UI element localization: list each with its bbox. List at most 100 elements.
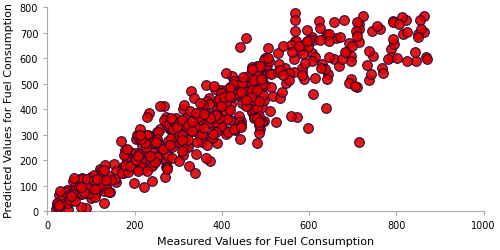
Point	[276, 70, 283, 74]
Point	[292, 40, 300, 44]
Point	[278, 44, 286, 48]
Point	[68, 198, 76, 202]
Point	[247, 75, 255, 79]
Point	[200, 112, 208, 116]
Point	[272, 120, 280, 124]
Point	[261, 57, 269, 61]
Point	[326, 40, 334, 44]
Point	[316, 39, 324, 43]
Point	[365, 50, 373, 54]
Point	[136, 135, 143, 139]
Point	[222, 110, 230, 114]
Point	[244, 88, 252, 92]
Point	[242, 98, 250, 102]
Point	[84, 187, 92, 191]
Point	[100, 201, 108, 205]
Point	[326, 56, 334, 60]
Point	[153, 158, 161, 162]
Point	[202, 83, 210, 87]
Point	[164, 166, 172, 170]
Point	[290, 57, 298, 61]
Point	[301, 62, 309, 66]
Point	[205, 103, 213, 107]
Point	[244, 75, 252, 79]
Point	[368, 73, 376, 77]
Point	[222, 133, 230, 137]
Point	[302, 42, 310, 46]
Point	[112, 180, 120, 184]
Point	[96, 184, 104, 188]
Point	[142, 150, 150, 154]
Point	[80, 190, 88, 194]
Point	[252, 88, 260, 92]
Point	[242, 104, 250, 108]
Point	[169, 119, 177, 123]
Point	[92, 191, 100, 195]
Point	[320, 68, 328, 72]
Point	[136, 152, 143, 156]
Point	[159, 148, 167, 152]
Point	[257, 87, 265, 91]
Point	[156, 104, 164, 108]
Point	[196, 120, 204, 124]
Point	[154, 143, 162, 147]
Point	[102, 178, 110, 182]
Point	[336, 65, 344, 69]
Point	[218, 88, 226, 92]
Point	[221, 128, 229, 132]
Point	[210, 115, 218, 119]
Point	[170, 131, 178, 135]
Point	[253, 142, 261, 146]
Point	[180, 127, 188, 131]
Point	[348, 44, 356, 48]
Point	[55, 194, 63, 198]
Point	[144, 142, 152, 146]
Point	[100, 168, 108, 172]
Point	[264, 64, 272, 68]
Point	[153, 155, 161, 159]
Point	[318, 62, 326, 66]
Point	[124, 167, 132, 171]
Point	[226, 108, 234, 112]
Point	[236, 138, 244, 141]
Point	[86, 176, 94, 180]
Point	[258, 120, 266, 124]
Point	[215, 98, 223, 102]
Point	[168, 146, 176, 150]
Point	[152, 154, 160, 158]
Point	[237, 91, 245, 95]
Point	[132, 158, 140, 162]
Point	[120, 166, 128, 170]
Point	[227, 86, 235, 90]
Point	[248, 96, 256, 100]
Point	[138, 143, 146, 147]
Point	[403, 31, 411, 35]
Point	[279, 74, 287, 78]
Point	[192, 171, 200, 175]
Point	[77, 205, 85, 209]
Point	[99, 183, 107, 187]
Point	[126, 164, 134, 168]
Point	[342, 51, 349, 55]
Point	[237, 125, 245, 129]
Point	[132, 151, 140, 155]
Point	[182, 126, 190, 130]
Point	[256, 80, 264, 84]
Point	[402, 19, 410, 23]
Point	[188, 120, 196, 124]
Point	[206, 136, 214, 140]
Point	[298, 53, 306, 57]
Point	[238, 82, 246, 86]
Point	[74, 190, 82, 194]
Point	[384, 58, 392, 62]
Point	[124, 170, 132, 174]
Point	[92, 188, 100, 192]
Point	[252, 64, 260, 68]
Point	[203, 143, 211, 147]
Point	[222, 88, 230, 92]
Point	[96, 168, 104, 172]
Point	[210, 120, 218, 124]
Point	[77, 178, 85, 182]
Point	[172, 139, 180, 143]
Point	[260, 59, 268, 63]
